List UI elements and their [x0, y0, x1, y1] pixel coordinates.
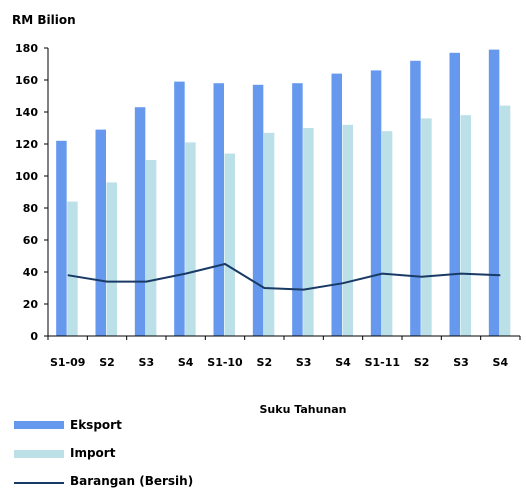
legend-label-barangan: Barangan (Bersih) — [70, 474, 194, 488]
bar-import-11 — [499, 105, 511, 336]
x-tick-label-6: S3 — [296, 356, 312, 369]
legend-swatch-import — [14, 450, 64, 458]
bar-eksport-5 — [252, 84, 264, 336]
bar-eksport-7 — [331, 73, 342, 336]
bar-import-0 — [67, 201, 78, 336]
bar-eksport-4 — [213, 83, 224, 336]
legend-swatch-eksport — [14, 421, 64, 429]
x-tick-label-2: S3 — [139, 356, 155, 369]
bars-layer — [56, 49, 511, 337]
bar-eksport-6 — [292, 83, 303, 336]
x-tick-label-1: S2 — [99, 356, 115, 369]
bar-eksport-3 — [174, 81, 185, 336]
x-tick-label-11: S4 — [493, 356, 509, 369]
line-layer — [67, 262, 501, 291]
x-tick-label-9: S2 — [414, 356, 430, 369]
x-tick-label-10: S3 — [453, 356, 469, 369]
bar-eksport-2 — [134, 107, 146, 336]
bar-import-3 — [185, 142, 196, 336]
x-tick-label-5: S2 — [257, 356, 273, 369]
x-axis-title: Suku Tahunan — [260, 403, 347, 416]
bar-eksport-8 — [370, 70, 382, 337]
legend-swatch-barangan — [14, 482, 64, 484]
y-tick-label-40: 40 — [23, 266, 39, 279]
x-tick-label-7: S4 — [335, 356, 351, 369]
bar-import-9 — [421, 118, 432, 337]
y-tick-label-160: 160 — [15, 74, 38, 87]
y-tick-label-20: 20 — [23, 298, 39, 311]
y-axis-title: RM Bilion — [12, 13, 76, 27]
bar-eksport-10 — [449, 52, 460, 337]
y-tick-label-0: 0 — [30, 330, 38, 343]
bar-import-6 — [303, 128, 314, 336]
bar-eksport-9 — [410, 60, 421, 337]
x-tick-label-4: S1-10 — [207, 356, 243, 369]
chart: RM Bilion 0 20 40 60 80 100 120 140 160 180 S1-09 S… — [12, 13, 521, 416]
y-tick-label-60: 60 — [23, 234, 39, 247]
bar-eksport-0 — [56, 140, 67, 336]
legend-label-eksport: Eksport — [70, 418, 122, 432]
bar-import-7 — [342, 124, 353, 336]
legend-label-import: Import — [70, 446, 116, 460]
y-tick-label-140: 140 — [15, 106, 38, 119]
bar-import-8 — [381, 131, 393, 336]
y-tick-label-100: 100 — [15, 170, 38, 183]
y-tick-label-120: 120 — [15, 138, 38, 151]
bar-eksport-1 — [95, 129, 106, 336]
bar-import-10 — [460, 115, 471, 336]
bar-import-2 — [145, 160, 157, 336]
x-tick-label-3: S4 — [178, 356, 194, 369]
x-tick-label-8: S1-11 — [365, 356, 400, 369]
series-line-barangan-bersih — [67, 262, 501, 291]
axes: 0 20 40 60 80 100 120 140 160 180 S1-09 S2 S3 S4 S1-10… — [15, 42, 521, 369]
bar-import-4 — [224, 153, 235, 336]
y-tick-label-80: 80 — [23, 202, 39, 215]
bar-eksport-11 — [488, 49, 500, 336]
bar-import-1 — [106, 182, 117, 336]
x-tick-label-0: S1-09 — [50, 356, 85, 369]
y-tick-label-180: 180 — [15, 42, 38, 55]
bar-import-5 — [263, 132, 275, 336]
